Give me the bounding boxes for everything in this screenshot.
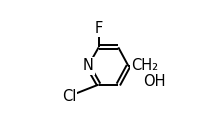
Text: Cl: Cl <box>62 89 76 104</box>
Text: F: F <box>95 21 103 36</box>
Text: OH: OH <box>143 74 166 89</box>
Text: CH₂: CH₂ <box>131 59 158 73</box>
Text: N: N <box>83 59 94 73</box>
